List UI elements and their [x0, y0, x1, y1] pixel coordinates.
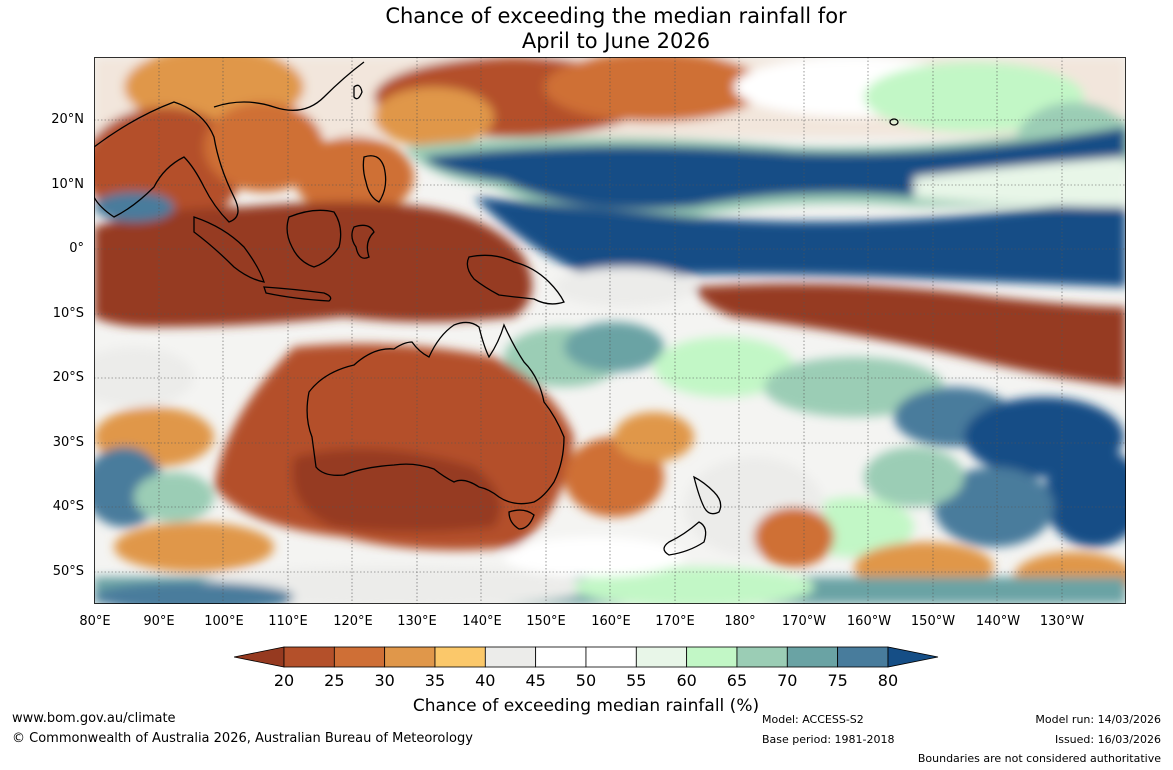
- colorbar-cell: [585, 646, 637, 668]
- title-line-1: Chance of exceeding the median rainfall …: [385, 4, 847, 28]
- footer-url[interactable]: www.bom.gov.au/climate: [12, 711, 176, 726]
- colorbar-arrow-low: [233, 646, 285, 668]
- colorbar-cell: [535, 646, 587, 668]
- colorbar-cell: [333, 646, 386, 668]
- lon-label-150e: 150°E: [526, 614, 566, 629]
- lat-label-0: 0°: [69, 241, 84, 256]
- colorbar-tick-label: 60: [676, 671, 697, 690]
- colorbar-cell: [786, 646, 839, 668]
- lat-label-30s: 30°S: [52, 435, 84, 450]
- lon-label-180: 180°: [724, 614, 756, 629]
- lat-label-40s: 40°S: [52, 499, 84, 514]
- lon-label-140e: 140°E: [462, 614, 502, 629]
- map-canvas: [94, 57, 1126, 604]
- philippines-coastline: [362, 155, 387, 203]
- new-zealand-south-coastline: [663, 521, 707, 556]
- lon-label-170w: 170°W: [781, 614, 827, 629]
- footer-issued: Issued: 16/03/2026: [1054, 733, 1161, 746]
- colorbar-tick-label: 40: [475, 671, 496, 690]
- map-title: Chance of exceeding the median rainfall …: [0, 4, 1173, 54]
- colorbar-title: Chance of exceeding median rainfall (%): [412, 696, 760, 716]
- footer-disclaimer: Boundaries are not considered authoritat…: [917, 752, 1161, 765]
- colorbar-tick-label: 55: [626, 671, 647, 690]
- colorbar-cell: [384, 646, 436, 668]
- tasmania-coastline: [508, 509, 535, 530]
- colorbar-cell: [837, 646, 889, 668]
- lon-label-160e: 160°E: [591, 614, 631, 629]
- colorbar-tick-label: 25: [324, 671, 345, 690]
- colorbar-cell: [434, 646, 486, 668]
- rainfall-map: [94, 57, 1126, 604]
- colorbar-tick-label: 30: [374, 671, 395, 690]
- title-line-2: April to June 2026: [521, 29, 711, 53]
- sulawesi-coastline: [351, 224, 375, 259]
- coastlines: [94, 61, 899, 556]
- australia-coastline: [306, 321, 565, 505]
- new-zealand-north-coastline: [693, 475, 722, 515]
- lat-label-20s: 20°S: [52, 370, 84, 385]
- footer-base-period: Base period: 1981-2018: [762, 733, 895, 746]
- sumatra-coastline: [193, 216, 265, 283]
- colorbar-tick-label: 20: [273, 671, 295, 690]
- borneo-coastline: [286, 209, 342, 268]
- colorbar-arrow-high: [887, 646, 939, 668]
- southeast-asia-coastline: [94, 101, 239, 223]
- rainfall-shading: [94, 57, 1126, 604]
- lon-label-160w: 160°W: [846, 614, 892, 629]
- map-frame: [94, 57, 1126, 604]
- lon-label-90e: 90°E: [143, 614, 175, 629]
- colorbar-tick-label: 80: [877, 671, 899, 690]
- taiwan-coastline: [353, 84, 363, 100]
- lat-label-10s: 10°S: [52, 306, 84, 321]
- lat-label-10n: 10°N: [51, 177, 84, 192]
- colorbar-cell: [484, 646, 537, 668]
- lon-label-130w: 130°W: [1039, 614, 1085, 629]
- lon-label-80e: 80°E: [79, 614, 111, 629]
- colorbar-cell: [283, 646, 335, 668]
- lon-label-170e: 170°E: [655, 614, 695, 629]
- colorbar: [233, 646, 940, 672]
- colorbar-tick-label: 65: [726, 671, 748, 690]
- graticule: [94, 57, 1126, 604]
- lon-label-140w: 140°W: [975, 614, 1021, 629]
- colorbar-tick-label: 50: [575, 671, 597, 690]
- footer-model-run: Model run: 14/03/2026: [1035, 713, 1161, 726]
- lon-label-110e: 110°E: [268, 614, 308, 629]
- footer-model: Model: ACCESS-S2: [762, 713, 864, 726]
- footer-copyright: © Commonwealth of Australia 2026, Austra…: [12, 731, 473, 746]
- colorbar-tick-label: 35: [424, 671, 446, 690]
- lon-label-150w: 150°W: [910, 614, 956, 629]
- china-coastline: [213, 61, 365, 111]
- lat-label-20n: 20°N: [51, 112, 84, 127]
- colorbar-cell: [686, 646, 738, 668]
- colorbar-svg: [233, 646, 939, 668]
- lon-label-120e: 120°E: [333, 614, 373, 629]
- colorbar-tick-label: 45: [525, 671, 546, 690]
- lon-label-130e: 130°E: [397, 614, 437, 629]
- colorbar-tick-label: 75: [827, 671, 848, 690]
- lon-label-100e: 100°E: [204, 614, 244, 629]
- java-coastline: [263, 286, 332, 302]
- hawaii-coastline: [889, 118, 899, 126]
- colorbar-cell: [635, 646, 688, 668]
- lat-label-50s: 50°S: [52, 564, 84, 579]
- colorbar-tick-label: 70: [777, 671, 798, 690]
- colorbar-cell: [736, 646, 788, 668]
- new-guinea-coastline: [466, 254, 565, 305]
